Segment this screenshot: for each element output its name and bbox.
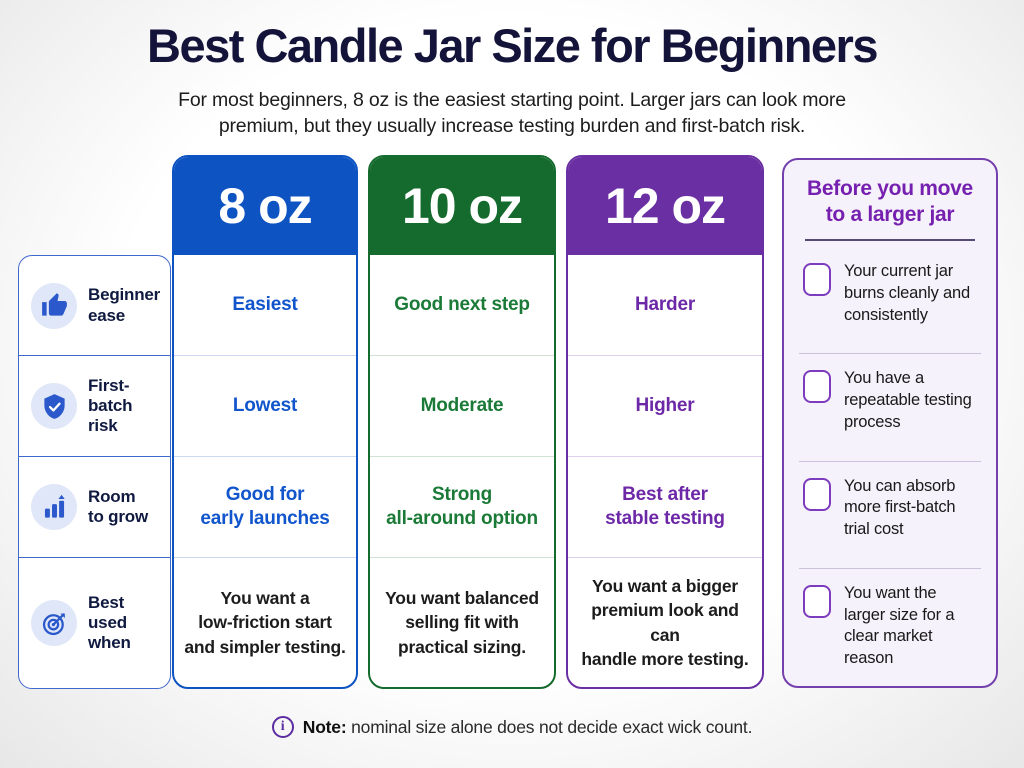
footer-note-label: Note: [302,716,347,737]
row-label-panel: Beginner ease First-batch risk Room to grow… [18,255,171,689]
row-label-text: Best used when [88,592,131,653]
cell-8oz-room-to-grow: Good for early launches [174,456,356,557]
column-12oz-header: 12 oz [568,157,762,255]
checklist-item-text: Your current jar burns cleanly and consist… [844,262,970,324]
row-label-beginner-ease: Beginner ease [19,256,170,355]
column-8oz-header: 8 oz [174,157,356,255]
page-subtitle: For most beginners, 8 oz is the easiest … [178,89,846,137]
cell-10oz-best-used-when: You want balanced selling fit with practic… [370,557,554,687]
checklist-title-divider [805,239,975,242]
footer-note-body: nominal size alone does not decide exact… [351,716,753,737]
info-icon: i [271,716,294,738]
row-label-room-to-grow: Room to grow [19,456,170,557]
checklist-panel: Before you move to a larger jar Your curr… [782,158,998,688]
row-label-text: Room to grow [88,486,148,526]
checklist-item: You have a repeatable testing process [799,353,981,460]
cell-8oz-best-used-when: You want a low-friction start and simpler … [174,557,356,687]
checkbox-absorb-first-batch-cost[interactable] [803,477,831,511]
target-icon [31,600,77,646]
checklist-item: Your current jar burns cleanly and consist… [799,247,981,353]
column-12oz: 12 oz Harder Higher Best after stable tes… [566,155,764,689]
cell-12oz-beginner-ease: Harder [634,293,696,315]
column-10oz: 10 oz Good next step Moderate Strong all-… [368,155,556,689]
bar-chart-growth-icon [31,484,77,530]
column-8oz: 8 oz Easiest Lowest Good for early launch… [172,155,358,689]
checklist-title: Before you move to a larger jar [807,177,973,226]
cell-12oz-best-used-when: You want a bigger premium look and can han… [568,557,762,687]
cell-12oz-first-batch-risk: Higher [568,355,762,456]
row-label-best-used-when: Best used when [19,557,170,688]
row-label-text: Beginner ease [88,285,161,325]
footer-note: i Note: nominal size alone does not deci… [0,716,1024,738]
row-label-text: First-batch risk [88,375,133,436]
cell-8oz-beginner-ease: Easiest [232,293,298,315]
cell-10oz-first-batch-risk: Moderate [370,355,554,456]
checklist-item: You want the larger size for a clear marke… [799,567,981,676]
checklist-item-text: You want the larger size for a clear marke… [844,583,955,668]
cell-10oz-room-to-grow: Strong all-around option [370,456,554,557]
cell-12oz-room-to-grow: Best after stable testing [568,456,762,557]
checklist-item: You can absorb more first-batch trial cost [799,460,981,568]
cell-8oz-first-batch-risk: Lowest [174,355,356,456]
cell-10oz-beginner-ease: Good next step [394,293,530,315]
checkbox-clear-market-reason[interactable] [803,584,831,618]
row-label-first-batch-risk: First-batch risk [19,355,170,456]
footer-note-text: Note: nominal size alone does not decide… [302,716,753,738]
checkbox-repeatable-testing-process[interactable] [803,370,831,404]
checkbox-current-jar-burns-cleanly[interactable] [803,263,831,297]
column-10oz-header: 10 oz [370,157,554,255]
checklist-item-text: You can absorb more first-batch trial cost [844,476,956,539]
thumbs-up-icon [31,282,77,329]
checklist-item-text: You have a repeatable testing process [844,369,972,431]
shield-check-icon [31,383,77,429]
page-title: Best Candle Jar Size for Beginners [147,19,878,72]
